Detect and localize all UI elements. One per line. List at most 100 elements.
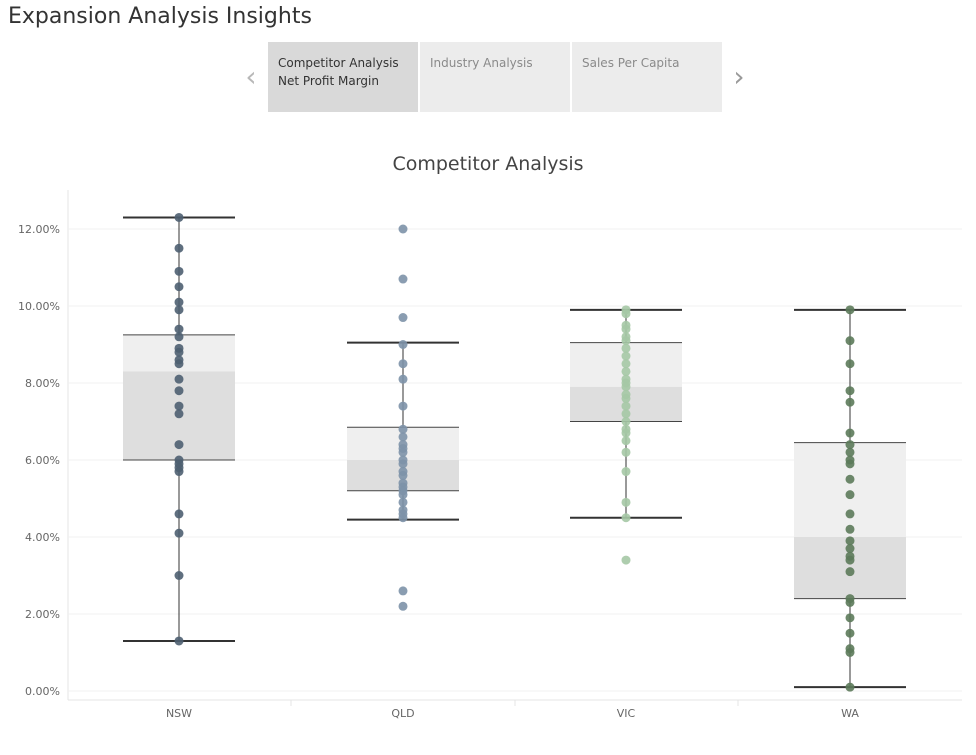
data-point-qld[interactable] <box>398 432 408 442</box>
data-point-vic[interactable] <box>621 343 631 353</box>
data-point-qld[interactable] <box>398 274 408 284</box>
data-point-qld[interactable] <box>398 513 408 523</box>
data-point-wa[interactable] <box>845 490 855 500</box>
data-point-vic[interactable] <box>621 378 631 388</box>
data-point-qld[interactable] <box>398 497 408 507</box>
data-point-vic[interactable] <box>621 428 631 438</box>
data-point-vic[interactable] <box>621 374 631 384</box>
data-point-nsw[interactable] <box>174 347 184 357</box>
data-point-nsw[interactable] <box>174 343 184 353</box>
data-point-vic[interactable] <box>621 336 631 346</box>
data-point-wa[interactable] <box>845 555 855 565</box>
data-point-vic[interactable] <box>621 393 631 403</box>
data-point-qld[interactable] <box>398 401 408 411</box>
data-point-wa[interactable] <box>845 336 855 346</box>
data-point-nsw[interactable] <box>174 440 184 450</box>
data-point-vic[interactable] <box>621 467 631 477</box>
data-point-qld[interactable] <box>398 470 408 480</box>
data-point-qld[interactable] <box>398 313 408 323</box>
data-point-nsw[interactable] <box>174 409 184 419</box>
data-point-nsw[interactable] <box>174 332 184 342</box>
data-point-qld[interactable] <box>398 359 408 369</box>
data-point-vic[interactable] <box>621 424 631 434</box>
data-point-qld[interactable] <box>398 224 408 234</box>
data-point-wa[interactable] <box>845 386 855 396</box>
data-point-wa[interactable] <box>845 648 855 657</box>
data-point-vic[interactable] <box>621 497 631 507</box>
data-point-nsw[interactable] <box>174 282 184 292</box>
data-point-wa[interactable] <box>845 305 855 315</box>
data-point-wa[interactable] <box>845 594 855 604</box>
data-point-wa[interactable] <box>845 455 855 465</box>
data-point-qld[interactable] <box>398 505 408 515</box>
data-point-nsw[interactable] <box>174 374 184 384</box>
data-point-vic[interactable] <box>621 324 631 334</box>
data-point-nsw[interactable] <box>174 401 184 411</box>
data-point-vic[interactable] <box>621 409 631 419</box>
data-point-wa[interactable] <box>845 567 855 577</box>
data-point-wa[interactable] <box>845 474 855 484</box>
data-point-qld[interactable] <box>398 455 408 465</box>
data-point-qld[interactable] <box>398 374 408 384</box>
data-point-nsw[interactable] <box>174 305 184 315</box>
data-point-nsw[interactable] <box>174 528 184 538</box>
data-point-vic[interactable] <box>621 366 631 376</box>
data-point-qld[interactable] <box>398 478 408 488</box>
story-tab-competitor-analysis[interactable]: Competitor Analysis Net Profit Margin <box>268 42 418 112</box>
data-point-qld[interactable] <box>398 490 408 500</box>
data-point-vic[interactable] <box>621 382 631 392</box>
data-point-qld[interactable] <box>398 586 408 596</box>
data-point-qld[interactable] <box>398 509 408 519</box>
data-point-vic[interactable] <box>621 555 631 565</box>
data-point-wa[interactable] <box>845 536 855 546</box>
chevron-right-icon[interactable]: › <box>733 60 745 93</box>
data-point-qld[interactable] <box>398 467 408 477</box>
data-point-vic[interactable] <box>621 390 631 400</box>
story-tab-industry-analysis[interactable]: Industry Analysis <box>420 42 570 112</box>
data-point-qld[interactable] <box>398 601 408 611</box>
data-point-nsw[interactable] <box>174 359 184 369</box>
data-point-qld[interactable] <box>398 440 408 450</box>
data-point-vic[interactable] <box>621 436 631 446</box>
data-point-wa[interactable] <box>845 440 855 450</box>
story-tab-sales-per-capita[interactable]: Sales Per Capita <box>572 42 722 112</box>
data-point-qld[interactable] <box>398 482 408 492</box>
data-point-nsw[interactable] <box>174 455 184 465</box>
data-point-wa[interactable] <box>845 524 855 534</box>
data-point-wa[interactable] <box>845 551 855 561</box>
data-point-wa[interactable] <box>845 644 855 654</box>
data-point-vic[interactable] <box>621 320 631 330</box>
chevron-left-icon[interactable]: ‹ <box>245 60 257 93</box>
data-point-qld[interactable] <box>398 459 408 469</box>
data-point-wa[interactable] <box>845 359 855 369</box>
data-point-nsw[interactable] <box>174 212 184 222</box>
data-point-wa[interactable] <box>845 544 855 554</box>
data-point-wa[interactable] <box>845 682 855 692</box>
data-point-vic[interactable] <box>621 513 631 523</box>
data-point-vic[interactable] <box>621 305 631 315</box>
data-point-nsw[interactable] <box>174 355 184 365</box>
data-point-wa[interactable] <box>845 628 855 638</box>
data-point-qld[interactable] <box>398 447 408 457</box>
data-point-nsw[interactable] <box>174 636 184 646</box>
data-point-wa[interactable] <box>845 509 855 519</box>
data-point-vic[interactable] <box>621 359 631 369</box>
data-point-qld[interactable] <box>398 340 408 349</box>
data-point-nsw[interactable] <box>174 467 184 477</box>
data-point-vic[interactable] <box>621 332 631 342</box>
data-point-wa[interactable] <box>845 613 855 623</box>
data-point-nsw[interactable] <box>174 463 184 473</box>
data-point-qld[interactable] <box>398 486 408 496</box>
data-point-wa[interactable] <box>845 459 855 469</box>
data-point-nsw[interactable] <box>174 386 184 396</box>
data-point-wa[interactable] <box>845 447 855 457</box>
data-point-qld[interactable] <box>398 443 408 453</box>
data-point-vic[interactable] <box>621 447 631 457</box>
data-point-wa[interactable] <box>845 397 855 407</box>
data-point-nsw[interactable] <box>174 509 184 519</box>
data-point-vic[interactable] <box>621 309 631 319</box>
data-point-nsw[interactable] <box>174 297 184 307</box>
data-point-nsw[interactable] <box>174 459 184 469</box>
data-point-wa[interactable] <box>845 428 855 438</box>
data-point-qld[interactable] <box>398 424 408 434</box>
